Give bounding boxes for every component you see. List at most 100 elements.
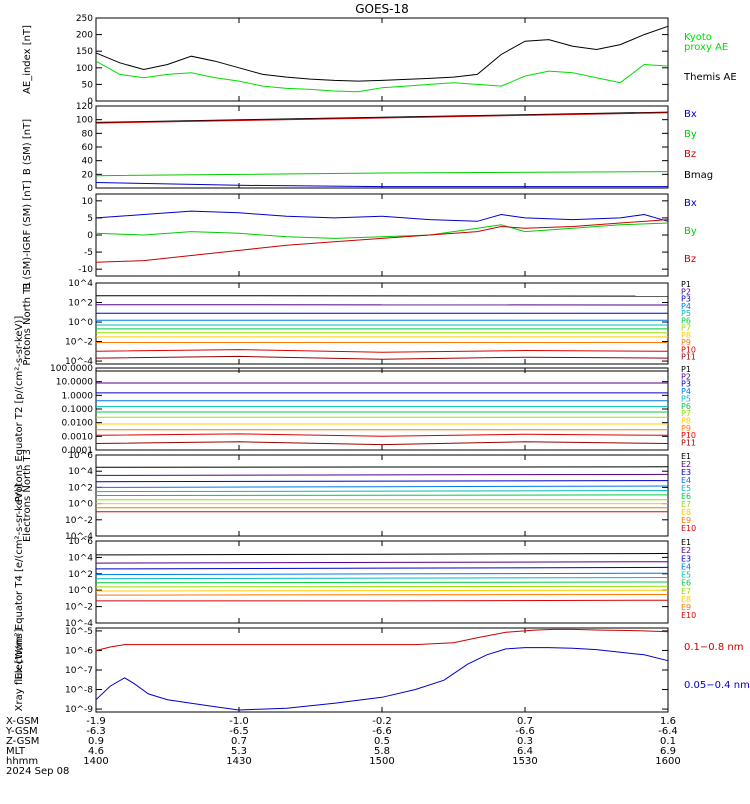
xaxis-value-r4-c2: 1500 (369, 756, 394, 767)
panel-2-series-by (96, 172, 668, 176)
panel-4-legend-p11: P11 (681, 353, 696, 362)
xaxis-value-r4-c1: 1430 (226, 756, 251, 767)
panel-7-legend-e10: E10 (681, 611, 696, 620)
panel-4-series-p11 (96, 356, 668, 359)
panel-7-ytick-label: 10^2 (68, 570, 93, 580)
panel-7-series-e3 (96, 567, 668, 569)
panel-8-ytick-label: 10^-7 (65, 666, 93, 676)
panel-2-ytick-label: 20 (82, 170, 94, 180)
panel-3-ytick-label: 5 (87, 214, 93, 224)
panel-8-legend-0-1-0-8-nm: 0.1−0.8 nm (684, 642, 743, 653)
panel-3-frame (96, 194, 668, 276)
panel-6-series-e5 (96, 491, 668, 492)
panel-1-ytick-label: 250 (76, 14, 93, 24)
panel-2-legend-by: By (684, 129, 697, 140)
panel-7-ytick-label: 10^6 (68, 537, 93, 547)
panel-6-series-e1 (96, 467, 668, 468)
panel-3-legend-bz: Bz (684, 254, 696, 265)
panel-7-series-e10 (96, 600, 668, 601)
panel-2-legend-bx: Bx (684, 109, 697, 120)
panel-7-series-e8 (96, 590, 668, 591)
panel-6-ytick-label: 10^4 (68, 467, 93, 477)
panel-7-series-e4 (96, 573, 668, 574)
panel-6-ytick-label: 10^-2 (65, 516, 93, 526)
panel-4-ytick-label: 10^4 (68, 279, 93, 289)
panel-3-ylabel: B (SM)-IGRF (SM) [nT] (22, 180, 33, 289)
panel-5-ytick-label: 0.0100 (62, 419, 94, 429)
panel-3-ytick-label: -5 (84, 248, 93, 258)
panel-2-series-bz (96, 113, 668, 123)
panel-7-series-e1 (96, 554, 668, 555)
panel-1-ytick-label: 100 (76, 64, 93, 74)
panel-6-series-e4 (96, 486, 668, 487)
panel-1-ytick-label: 150 (76, 47, 93, 57)
panel-1-ytick-label: 200 (76, 31, 93, 41)
panel-6-series-e3 (96, 481, 668, 482)
panel-5-ytick-label: 0.1000 (62, 405, 94, 415)
xaxis-value-r4-c0: 1400 (83, 756, 108, 767)
panel-6-ytick-label: 10^0 (68, 500, 93, 510)
xaxis-row-label-5: 2024 Sep 08 (6, 766, 69, 777)
panel-5-frame (96, 368, 668, 450)
panel-2-legend-bmag: Bmag (684, 170, 713, 181)
panel-8-series-0-05-0-4-nm (96, 648, 668, 710)
panel-3-legend-bx: Bx (684, 198, 697, 209)
panel-1-legend-proxy-ae: proxy AE (684, 42, 728, 53)
panel-6-ytick-label: 10^6 (68, 451, 93, 461)
panel-7-ytick-label: 10^4 (68, 553, 93, 563)
panel-5-ytick-label: 10.0000 (56, 378, 93, 388)
panel-3-ytick-label: 10 (82, 197, 94, 207)
panel-7-series-e5 (96, 578, 668, 579)
panel-8-ytick-label: 10^-6 (65, 646, 93, 656)
panel-7-series-e9 (96, 595, 668, 596)
panel-2-ylabel: B (SM) [nT] (22, 119, 33, 175)
panel-7-series-e6 (96, 582, 668, 583)
panel-6-series-e6 (96, 495, 668, 496)
chart-title: GOES-18 (355, 2, 409, 16)
panel-1-series-themis-ae (96, 26, 668, 81)
panel-5-legend-p11: P11 (681, 439, 696, 448)
panel-5-series-p11 (96, 442, 668, 445)
panel-4-ytick-label: 10^-2 (65, 338, 93, 348)
panel-7-ytick-label: 10^-2 (65, 603, 93, 613)
panel-8-ytick-label: 10^-9 (65, 705, 93, 715)
panel-6-legend-e10: E10 (681, 524, 696, 533)
panel-3-series-bx (96, 211, 668, 221)
panel-2-ytick-label: 60 (82, 143, 94, 153)
panel-1-series-kyoto-proxy-ae (96, 61, 668, 91)
panel-6-ytick-label: 10^2 (68, 483, 93, 493)
panel-8-ylabel: Xray flux [W/m²] (14, 629, 25, 712)
panel-6-series-e2 (96, 474, 668, 475)
panel-2-ytick-label: 80 (82, 129, 94, 139)
panel-2-ytick-label: 120 (76, 102, 93, 112)
panel-1-ylabel: AE_index [nT] (22, 25, 33, 94)
panel-7-series-e2 (96, 562, 668, 563)
panel-5-ytick-label: 1.0000 (62, 391, 94, 401)
panel-2-series-bmag (96, 112, 668, 122)
panel-3-ytick-label: 0 (87, 231, 93, 241)
xaxis-value-r4-c4: 1600 (655, 756, 680, 767)
panel-5-series-p10 (96, 434, 668, 436)
panel-2-legend-bz: Bz (684, 149, 696, 160)
panel-7-series-e7 (96, 586, 668, 587)
panel-8-ytick-label: 10^-8 (65, 686, 93, 696)
panel-4-ytick-label: 10^2 (68, 299, 93, 309)
xaxis-value-r4-c3: 1530 (512, 756, 537, 767)
panel-3-ytick-label: -10 (78, 265, 93, 275)
panel-3-legend-by: By (684, 226, 697, 237)
panel-4-ytick-label: 10^0 (68, 318, 93, 328)
panel-2-ytick-label: 100 (76, 116, 93, 126)
panel-7-ytick-label: 10^0 (68, 586, 93, 596)
panel-5-ytick-label: 100.0000 (50, 364, 93, 374)
panel-3-series-bz (96, 220, 668, 263)
panel-4-series-p10 (96, 350, 668, 353)
panel-1-ytick-label: 50 (82, 80, 94, 90)
panel-2-ytick-label: 40 (82, 157, 94, 167)
panel-8-legend-0-05-0-4-nm: 0.05−0.4 nm (684, 680, 750, 691)
panel-8-ytick-label: 10^-5 (65, 627, 93, 637)
panel-5-ytick-label: 0.0010 (62, 432, 94, 442)
panel-8-frame (96, 628, 668, 712)
panel-2-ytick-label: 0 (87, 184, 93, 194)
